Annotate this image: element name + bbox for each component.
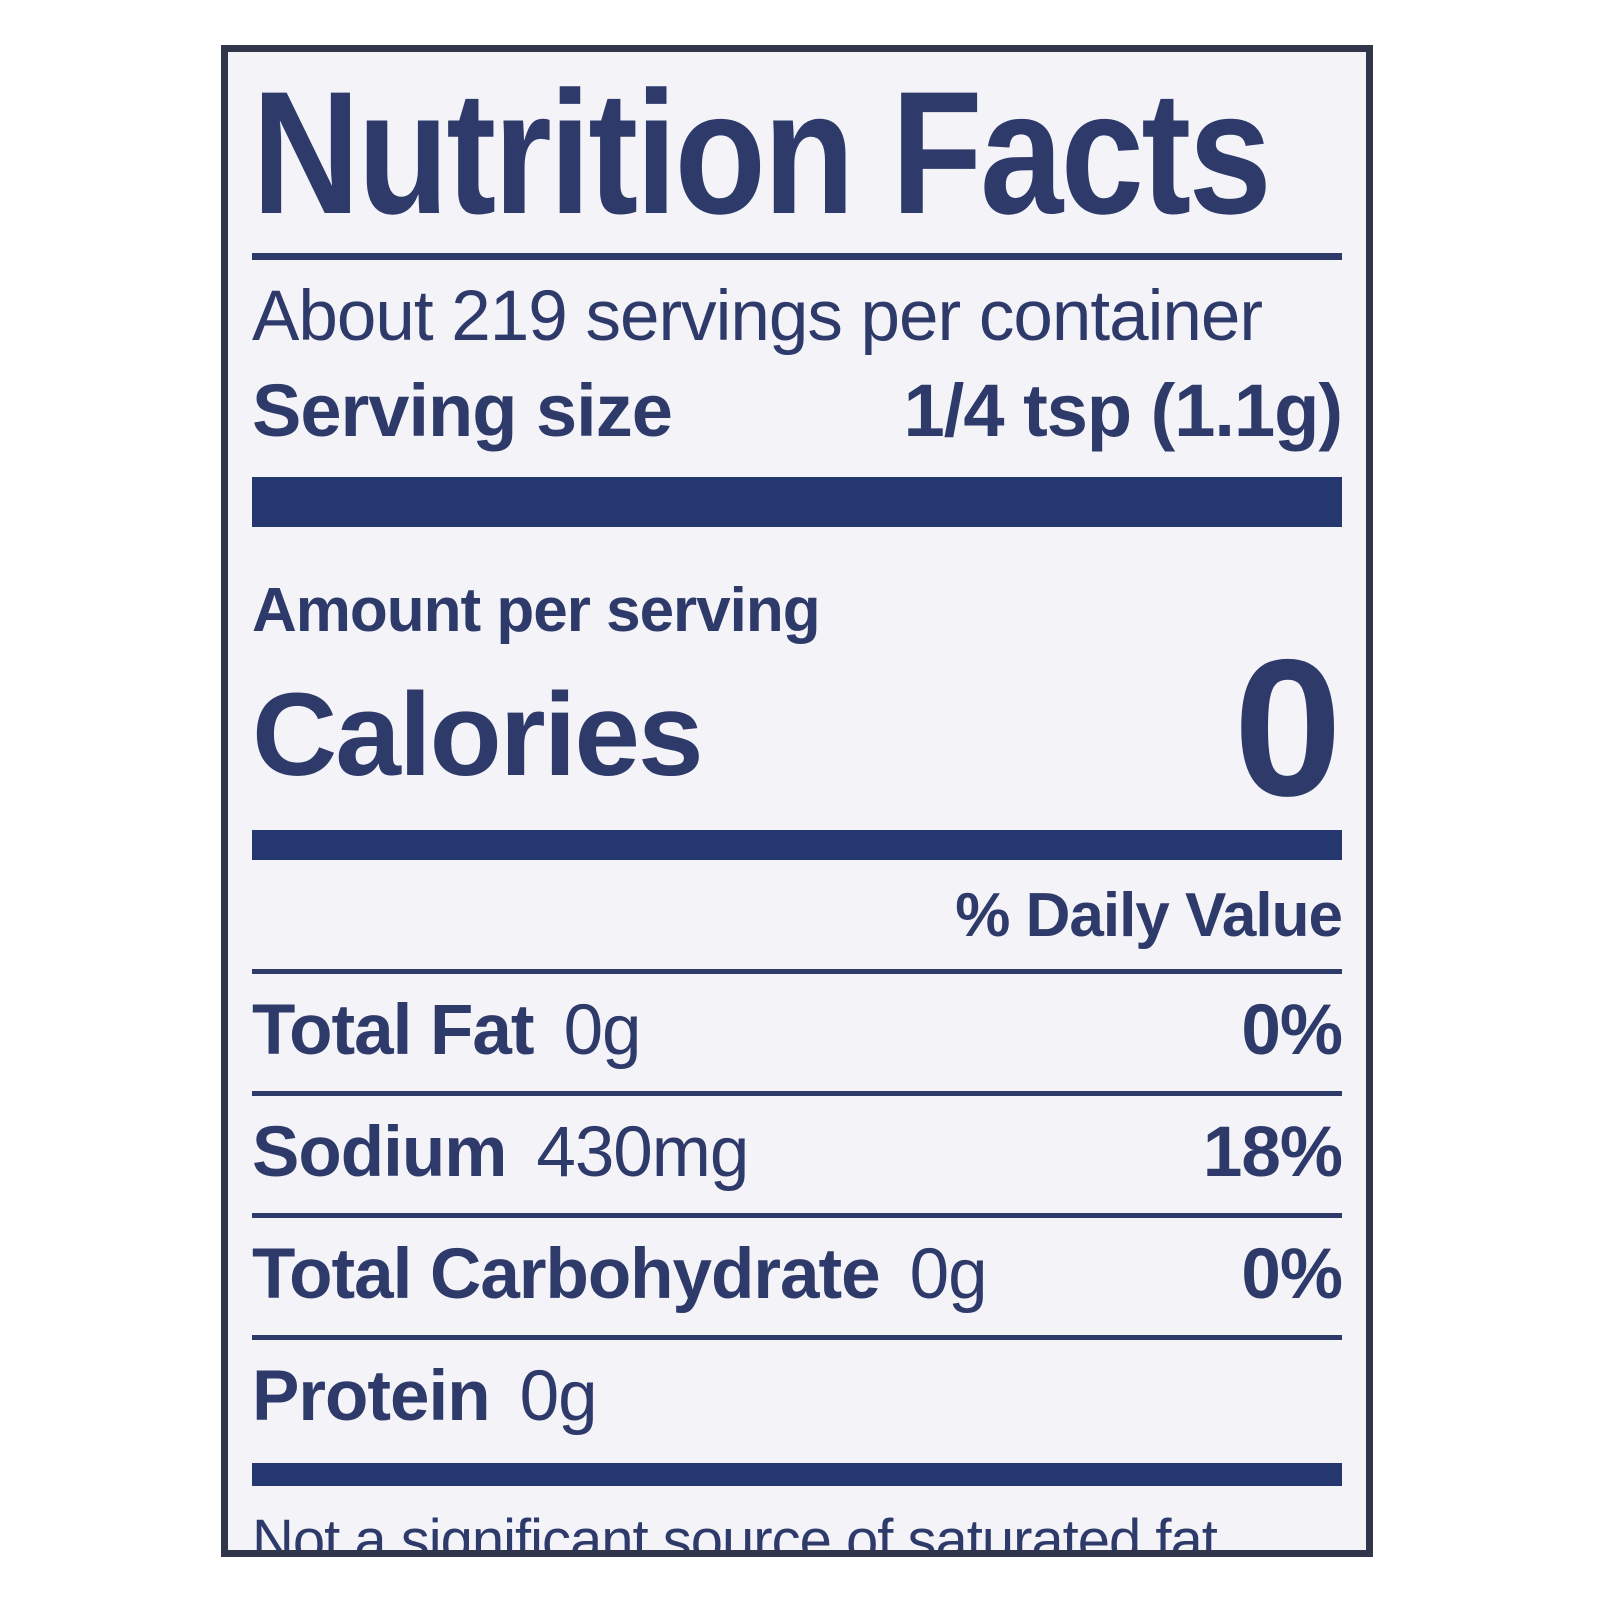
- nutrient-daily-value: 18%: [1202, 1113, 1343, 1193]
- serving-size-label: Serving size: [252, 369, 673, 453]
- nutrient-name-amount: Protein 0g: [252, 1356, 598, 1437]
- daily-value-header: % Daily Value: [955, 881, 1343, 951]
- medium-separator-bar: [252, 830, 1342, 861]
- nutrient-amount: 430mg: [536, 1113, 749, 1193]
- footnote: Not a significant source of saturated fa…: [252, 1506, 1342, 1557]
- footnote-text: Not a significant source of saturated fa…: [252, 1508, 1233, 1557]
- calories-label: Calories: [252, 669, 704, 802]
- nutrient-amount: 0g: [519, 1357, 598, 1437]
- row-divider-rule: [252, 1091, 1342, 1097]
- calories-row: Calories 0: [252, 631, 1342, 826]
- row-divider-rule: [252, 1335, 1342, 1341]
- nutrient-name: Total Fat: [252, 991, 535, 1071]
- nutrient-daily-value: 0%: [1241, 1235, 1343, 1315]
- nutrient-name: Total Carbohydrate: [252, 1235, 881, 1315]
- nutrient-row-sodium: Sodium 430mg 18%: [252, 1096, 1343, 1213]
- row-divider-rule: [252, 969, 1342, 975]
- nutrient-name-amount: Total Fat 0g: [252, 990, 642, 1071]
- nutrient-name: Sodium: [252, 1113, 507, 1193]
- calories-value: 0: [1233, 619, 1342, 838]
- servings-per-container: About 219 servings per container: [252, 277, 1263, 356]
- title-divider-rule: [252, 253, 1342, 260]
- amount-per-serving-label: Amount per serving: [252, 576, 821, 646]
- nutrient-name-amount: Sodium 430mg: [252, 1112, 749, 1193]
- row-divider-rule: [252, 1213, 1342, 1219]
- nutrient-daily-value: 0%: [1241, 991, 1343, 1071]
- nutrient-row-total-carbohydrate: Total Carbohydrate 0g 0%: [252, 1218, 1343, 1335]
- serving-size-row: Serving size 1/4 tsp (1.1g): [252, 368, 1343, 453]
- footnote-separator-bar: [252, 1463, 1342, 1487]
- nutrient-row-total-fat: Total Fat 0g 0%: [252, 974, 1343, 1091]
- nutrition-facts-label: Nutrition Facts About 219 servings per c…: [221, 45, 1373, 1557]
- footnote-line-1: Not a significant source of saturated fa…: [252, 1506, 1342, 1557]
- label-title: Nutrition Facts: [252, 52, 1342, 241]
- nutrient-name: Protein: [252, 1357, 491, 1437]
- label-title-text: Nutrition Facts: [252, 56, 1272, 251]
- nutrient-amount: 0g: [563, 991, 642, 1071]
- serving-size-value: 1/4 tsp (1.1g): [903, 369, 1343, 453]
- nutrient-name-amount: Total Carbohydrate 0g: [252, 1234, 988, 1315]
- thick-separator-bar: [252, 477, 1342, 528]
- nutrient-row-protein: Protein 0g: [252, 1340, 1342, 1457]
- nutrient-amount: 0g: [909, 1235, 988, 1315]
